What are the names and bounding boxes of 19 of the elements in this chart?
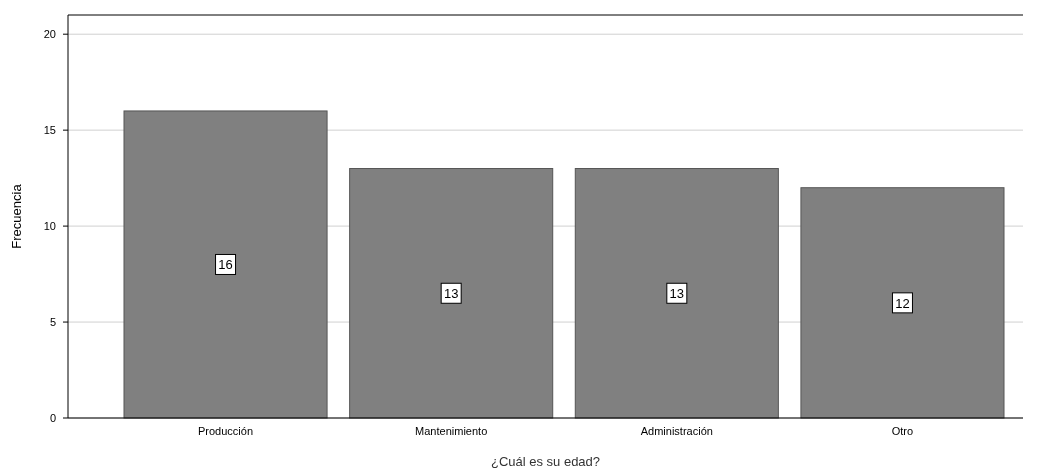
bar	[574, 168, 779, 419]
bar	[349, 168, 554, 419]
y-tick-label: 5	[49, 316, 56, 329]
y-tick-label: 20	[43, 28, 56, 41]
x-tick-label: Administración	[640, 425, 713, 437]
y-tick-label: 0	[49, 412, 56, 424]
data-label: 16	[218, 257, 233, 273]
x-tick-label: Mantenimiento	[415, 425, 488, 437]
y-tick-label: 10	[43, 220, 56, 233]
y-tick-label: 15	[43, 124, 56, 137]
x-tick-label: Otro	[891, 425, 914, 437]
x-tick-label: Producción	[198, 425, 254, 437]
data-label: 13	[669, 286, 685, 302]
data-label: 12	[895, 295, 910, 311]
bar	[123, 110, 328, 419]
data-label: 13	[443, 286, 459, 302]
bar	[800, 187, 1005, 419]
x-axis-title: ¿Cuál es su edad?	[490, 454, 601, 469]
y-axis-title: Frecuencia	[9, 183, 24, 249]
